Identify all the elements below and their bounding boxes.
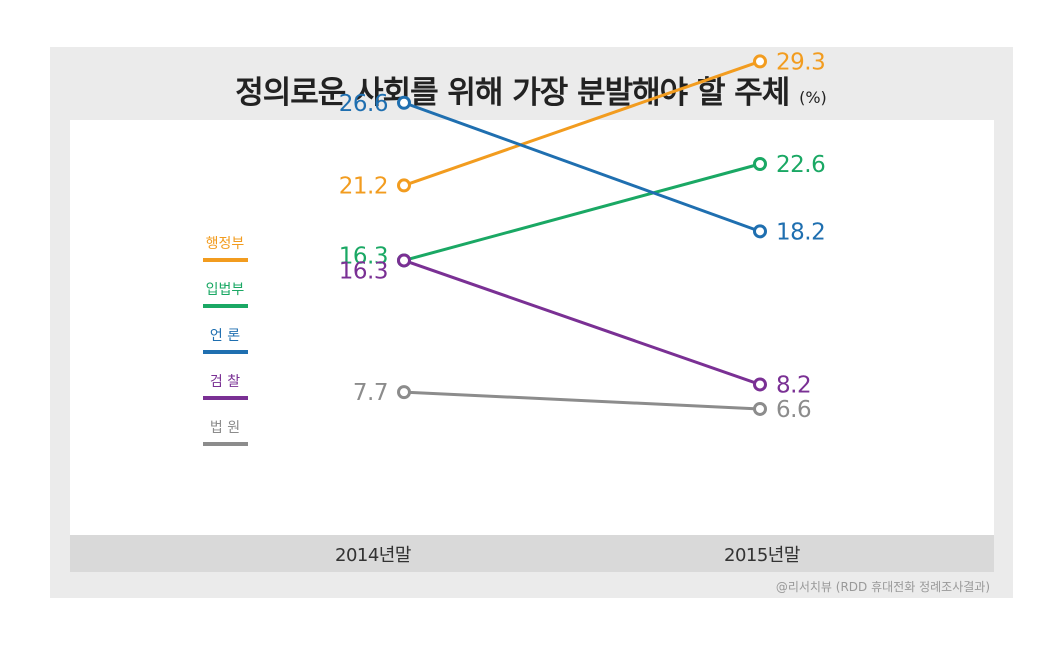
- source-note: @리서치뷰 (RDD 휴대전화 정례조사결과): [775, 580, 990, 594]
- chart-title: 정의로운 사회를 위해 가장 분발해야 할 주체 (%): [0, 67, 1062, 112]
- legend-swatch: [203, 258, 248, 262]
- data-label: 26.6: [339, 91, 388, 117]
- data-point: [753, 224, 767, 239]
- x-tick-label: 2014년말: [335, 545, 411, 566]
- legend-swatch: [203, 304, 248, 308]
- x-tick-label: 2015년말: [724, 545, 800, 566]
- data-label: 29.3: [776, 49, 825, 75]
- legend-label: 검 찰: [210, 374, 240, 390]
- data-label: 16.3: [339, 243, 388, 269]
- data-point: [397, 95, 411, 110]
- data-label: 8.2: [776, 372, 811, 398]
- data-point: [753, 156, 767, 171]
- data-label: 22.6: [776, 152, 825, 178]
- data-point: [753, 377, 767, 392]
- chart-title-text: 정의로운 사회를 위해 가장 분발해야 할 주체: [235, 75, 790, 111]
- series-line: [403, 259, 761, 386]
- series-line: [403, 101, 761, 233]
- data-point: [397, 385, 411, 400]
- data-label: 6.6: [776, 397, 811, 423]
- unit-label: (%): [799, 88, 827, 107]
- data-point: [397, 178, 411, 193]
- series-line: [403, 390, 761, 411]
- legend-label: 행정부: [206, 236, 245, 252]
- plot-area: [70, 120, 994, 535]
- series-line: [403, 60, 761, 187]
- data-point: [397, 253, 411, 268]
- legend-label: 입법부: [206, 282, 245, 298]
- legend-swatch: [203, 396, 248, 400]
- legend-label: 언 론: [210, 328, 240, 344]
- legend-swatch: [203, 350, 248, 354]
- x-axis-band: [70, 535, 994, 572]
- data-point: [753, 54, 767, 69]
- data-label: 7.7: [353, 380, 388, 406]
- data-label: 16.3: [339, 258, 388, 284]
- data-point: [753, 401, 767, 416]
- legend-swatch: [203, 442, 248, 446]
- data-label: 21.2: [339, 173, 388, 199]
- series-line: [403, 162, 761, 262]
- legend-label: 법 원: [210, 420, 240, 436]
- data-label: 18.2: [776, 219, 825, 245]
